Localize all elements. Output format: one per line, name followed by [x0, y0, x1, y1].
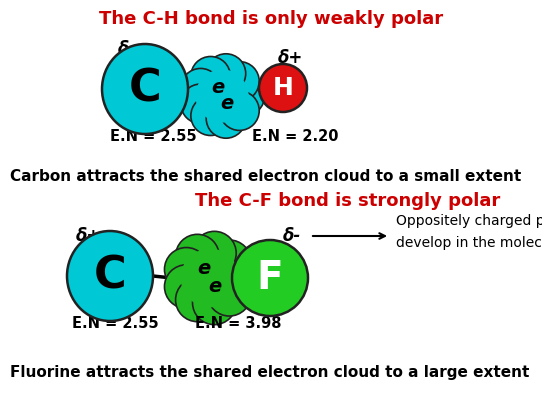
Circle shape — [164, 265, 208, 309]
Circle shape — [259, 64, 307, 112]
Circle shape — [191, 96, 230, 136]
Circle shape — [206, 54, 246, 93]
Text: e: e — [221, 93, 234, 113]
Circle shape — [208, 272, 251, 316]
Text: C: C — [94, 255, 126, 297]
Text: The C-F bond is strongly polar: The C-F bond is strongly polar — [195, 192, 500, 210]
Circle shape — [220, 61, 259, 101]
Circle shape — [180, 249, 240, 307]
Text: F: F — [257, 259, 283, 297]
Text: δ-: δ- — [283, 227, 301, 245]
Circle shape — [208, 240, 251, 284]
Circle shape — [232, 240, 308, 316]
Circle shape — [192, 281, 236, 325]
Text: δ+: δ+ — [278, 49, 304, 67]
Circle shape — [206, 98, 246, 138]
Text: C: C — [128, 67, 162, 110]
Circle shape — [176, 278, 220, 322]
Circle shape — [196, 69, 249, 123]
Text: E.N = 3.98: E.N = 3.98 — [195, 316, 281, 331]
Circle shape — [164, 247, 208, 291]
Circle shape — [214, 256, 257, 300]
Text: The C-H bond is only weakly polar: The C-H bond is only weakly polar — [99, 10, 443, 28]
Text: δ-: δ- — [118, 40, 136, 58]
Circle shape — [181, 84, 221, 124]
Text: E.N = 2.55: E.N = 2.55 — [72, 316, 159, 331]
Ellipse shape — [102, 44, 188, 134]
Circle shape — [220, 91, 259, 130]
Text: e: e — [197, 258, 211, 277]
Circle shape — [225, 76, 264, 116]
Circle shape — [176, 234, 220, 278]
Text: H: H — [273, 76, 293, 100]
Text: Carbon attracts the shared electron cloud to a small extent: Carbon attracts the shared electron clou… — [10, 169, 521, 184]
Text: E.N = 2.20: E.N = 2.20 — [252, 128, 339, 143]
Circle shape — [191, 56, 230, 96]
Circle shape — [181, 69, 221, 108]
Text: Oppositely charged poles
develop in the molecule: Oppositely charged poles develop in the … — [396, 214, 542, 250]
Text: δ+: δ+ — [76, 227, 101, 245]
Ellipse shape — [67, 231, 153, 321]
Text: Fluorine attracts the shared electron cloud to a large extent: Fluorine attracts the shared electron cl… — [10, 364, 530, 379]
Text: e: e — [208, 277, 222, 297]
Text: e: e — [211, 78, 224, 97]
Circle shape — [192, 231, 236, 275]
Text: E.N = 2.55: E.N = 2.55 — [110, 128, 197, 143]
